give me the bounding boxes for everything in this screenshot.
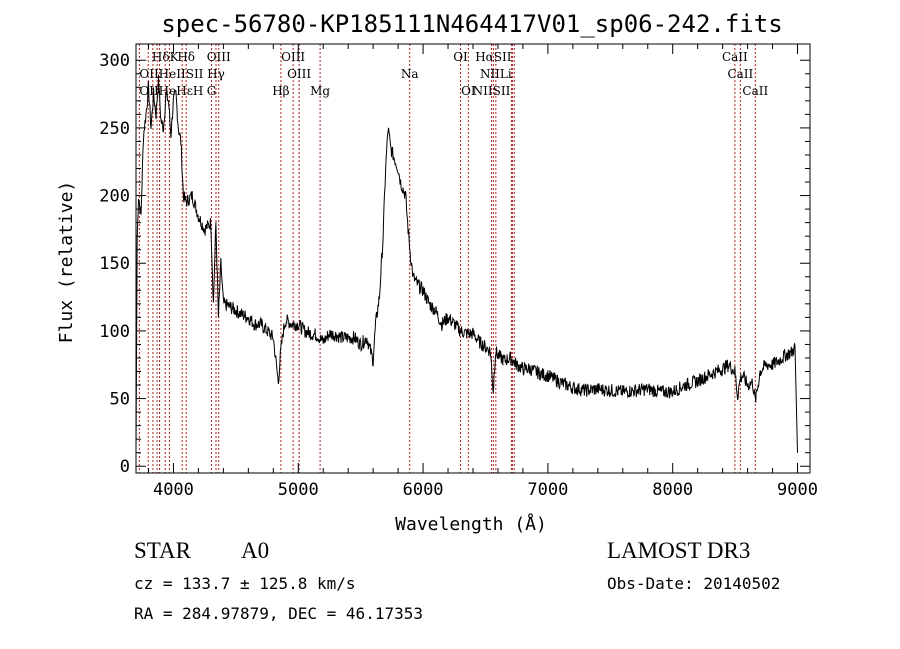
object-class: STAR (134, 538, 191, 563)
y-tick-label: 250 (99, 119, 130, 139)
line-label: Hδ (177, 50, 195, 64)
line-label: HδK (152, 50, 180, 64)
survey-name: LAMOST DR3 (607, 538, 751, 563)
plot-frame (135, 43, 811, 474)
line-label: HαSII (475, 50, 512, 64)
x-axis: 4000 5000 6000 7000 8000 9000 (147, 44, 818, 500)
object-subclass: A0 (241, 538, 270, 563)
line-label: Na (401, 67, 419, 81)
x-tick-label: 5000 (278, 480, 319, 500)
line-label: OIII (207, 50, 231, 64)
y-tick-label: 300 (99, 51, 130, 71)
line-label: NIILi (480, 67, 512, 81)
line-label: CaII (742, 84, 768, 98)
spectrum-line (135, 74, 798, 453)
observation-date: Obs-Date: 20140502 (607, 574, 781, 593)
line-label: Hβ (272, 84, 289, 98)
redshift-cz: cz = 133.7 ± 125.8 km/s (134, 574, 356, 593)
x-tick-label: 7000 (527, 480, 568, 500)
x-tick-label: 8000 (652, 480, 693, 500)
line-label: Mg (310, 84, 330, 98)
line-label: CaII (727, 67, 753, 81)
line-label: OIII (287, 67, 311, 81)
y-tick-label: 0 (120, 457, 130, 477)
line-label: OI (453, 50, 468, 64)
line-label: NIISII (473, 84, 511, 98)
line-markers (138, 44, 756, 473)
coordinates: RA = 284.97879, DEC = 46.17353 (134, 604, 423, 623)
line-label: OIIHeHεH (139, 84, 203, 98)
line-label: Hγ (207, 67, 225, 81)
chart-title: spec-56780-KP185111N464417V01_sp06-242.f… (161, 10, 782, 38)
line-label: G (207, 84, 217, 98)
y-axis-label: Flux (relative) (56, 181, 77, 344)
x-tick-label: 4000 (153, 480, 194, 500)
x-tick-label: 9000 (777, 480, 818, 500)
x-axis-label: Wavelength (Å) (395, 513, 547, 535)
line-label: CaII (722, 50, 748, 64)
y-tick-label: 200 (99, 187, 130, 207)
y-tick-label: 150 (99, 254, 130, 274)
x-tick-label: 6000 (403, 480, 444, 500)
line-label: OIII (281, 50, 305, 64)
y-axis: 0 50 100 150 200 250 300 (99, 51, 810, 477)
y-tick-label: 100 (99, 322, 130, 342)
y-tick-label: 50 (110, 390, 130, 410)
line-label: OIIHeIISII (139, 67, 203, 81)
line-label: OI (461, 84, 476, 98)
